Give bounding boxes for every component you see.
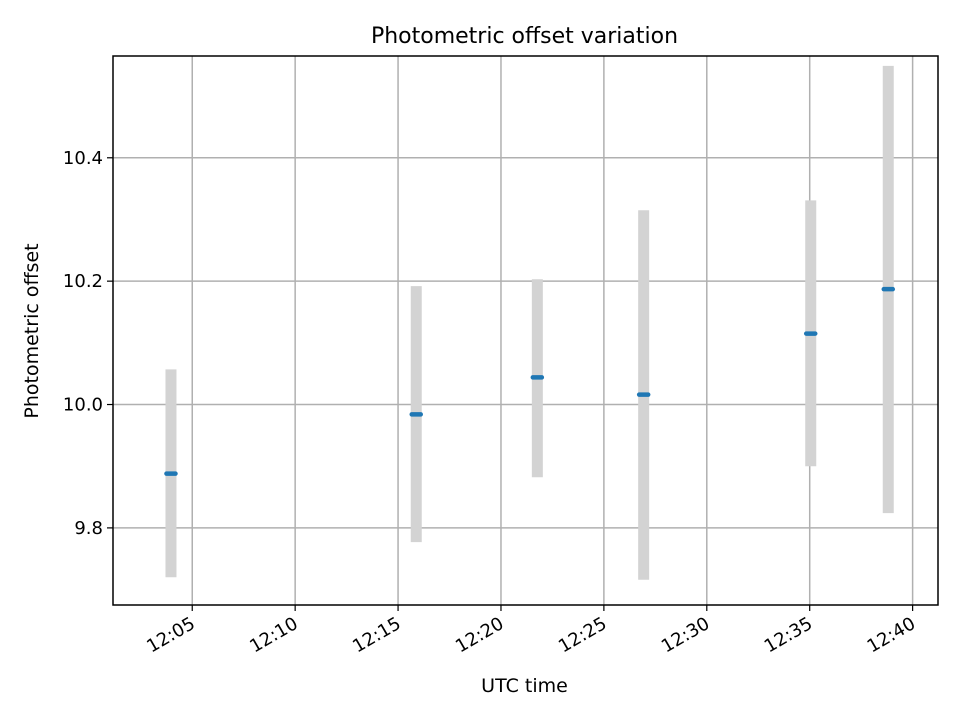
y-tick-label: 9.8	[74, 518, 103, 539]
y-axis-ticks: 9.8 10.0 10.2 10.4	[63, 148, 113, 539]
data-points	[164, 286, 896, 476]
x-axis-ticks: 12:05 12:10 12:15 12:20 12:25 12:30 12:35 12:40	[143, 605, 919, 657]
chart-title: Photometric offset variation	[371, 24, 678, 49]
x-tick-label: 12:40	[864, 613, 919, 657]
x-tick-label: 12:15	[349, 613, 404, 657]
x-tick-label: 12:25	[555, 613, 610, 657]
grid-lines	[113, 56, 938, 605]
y-axis-label: Photometric offset	[21, 243, 43, 418]
x-tick-label: 12:30	[658, 613, 713, 657]
x-tick-label: 12:10	[246, 613, 301, 657]
y-tick-label: 10.4	[63, 148, 103, 169]
x-axis-label: UTC time	[481, 675, 568, 697]
y-tick-label: 10.0	[63, 395, 103, 416]
plot-frame	[112, 55, 939, 606]
x-tick-label: 12:20	[452, 613, 507, 657]
x-tick-label: 12:35	[761, 613, 816, 657]
error-bars	[165, 65, 894, 580]
x-tick-label: 12:05	[143, 613, 198, 657]
y-tick-label: 10.2	[63, 271, 103, 292]
